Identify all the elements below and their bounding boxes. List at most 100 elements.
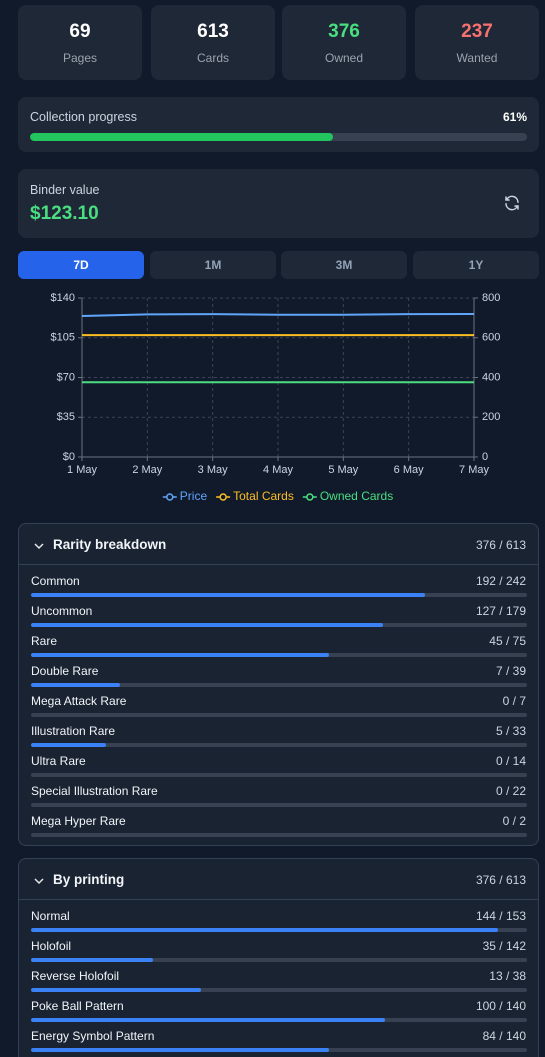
chart: $0 $35 $70 $105 $140 0 200 400 600 800 1 May 2 May 3… bbox=[51, 292, 501, 503]
value-label: Binder value bbox=[30, 183, 100, 197]
stat-value: 237 bbox=[461, 21, 493, 42]
row-track bbox=[31, 623, 527, 627]
x-tick-label: 6 May bbox=[394, 464, 424, 476]
tab[interactable]: 1Y bbox=[413, 251, 539, 279]
y2-tick-label: 0 bbox=[482, 451, 488, 463]
section-header[interactable]: By printing 376 / 613 bbox=[19, 859, 538, 900]
row-track bbox=[31, 803, 527, 807]
y-tick-label: $0 bbox=[63, 451, 75, 463]
row-track bbox=[31, 958, 527, 962]
section-card: By printing 376 / 613 Normal 144 / 153 Holof… bbox=[18, 858, 539, 1057]
progress-percent: 61% bbox=[502, 110, 527, 124]
row-fill bbox=[31, 593, 425, 597]
row-track bbox=[31, 653, 527, 657]
row-count: 127 / 179 bbox=[475, 604, 526, 618]
stat-label: Cards bbox=[196, 51, 229, 65]
row-count: 0 / 7 bbox=[502, 694, 526, 708]
row-fill bbox=[31, 928, 498, 932]
row-label: Uncommon bbox=[31, 604, 93, 618]
x-tick-label: 5 May bbox=[328, 464, 358, 476]
row-label: Mega Attack Rare bbox=[31, 694, 127, 708]
legend-marker bbox=[306, 493, 314, 501]
stat-card: 613 Cards bbox=[151, 5, 275, 80]
row-label: Poke Ball Pattern bbox=[31, 999, 124, 1013]
row-label: Double Rare bbox=[31, 664, 99, 678]
progress-label: Collection progress bbox=[30, 110, 137, 124]
chevron bbox=[33, 874, 45, 886]
x-tick-label: 1 May bbox=[67, 464, 97, 476]
chevron bbox=[33, 539, 45, 551]
row-track bbox=[31, 833, 527, 837]
row-count: 0 / 22 bbox=[495, 784, 526, 798]
stat-card: 376 Owned bbox=[282, 5, 406, 80]
progress-track bbox=[30, 133, 527, 141]
x-tick-label: 3 May bbox=[198, 464, 228, 476]
row-count: 144 / 153 bbox=[475, 909, 526, 923]
section-count: 376 / 613 bbox=[475, 873, 526, 887]
stat-value: 376 bbox=[328, 21, 360, 42]
row-fill bbox=[31, 683, 121, 687]
legend-marker bbox=[166, 493, 174, 501]
x-tick-label: 7 May bbox=[459, 464, 489, 476]
series-line bbox=[81, 313, 475, 317]
stat-label: Pages bbox=[62, 51, 98, 65]
row-track bbox=[31, 1018, 527, 1022]
y-tick-label: $140 bbox=[51, 292, 75, 304]
row-track bbox=[31, 928, 527, 932]
row-track bbox=[31, 773, 527, 777]
row-track bbox=[31, 743, 527, 747]
row-track bbox=[31, 988, 527, 992]
row-fill bbox=[31, 1048, 329, 1052]
chevron-icon bbox=[34, 878, 44, 885]
row-label: Rare bbox=[31, 634, 58, 648]
row-count: 0 / 2 bbox=[502, 814, 526, 828]
row-fill bbox=[31, 623, 383, 627]
legend-label: Owned Cards bbox=[320, 489, 393, 503]
legend-label: Price bbox=[180, 489, 208, 503]
refresh-button[interactable] bbox=[503, 194, 521, 212]
legend: Price Total Cards Owned Cards bbox=[162, 489, 393, 503]
row-count: 84 / 140 bbox=[482, 1029, 526, 1043]
refresh-icon bbox=[505, 195, 519, 211]
y-tick-label: $70 bbox=[57, 371, 75, 383]
tab[interactable]: 1M bbox=[150, 251, 276, 279]
chevron-icon bbox=[34, 543, 44, 550]
row-count: 13 / 38 bbox=[489, 969, 526, 983]
stat-label: Owned bbox=[324, 51, 364, 65]
row-label: Mega Hyper Rare bbox=[31, 814, 126, 828]
row-count: 100 / 140 bbox=[475, 999, 526, 1013]
row-count: 0 / 14 bbox=[495, 754, 526, 768]
section-header[interactable]: Rarity breakdown 376 / 613 bbox=[19, 524, 538, 565]
row-count: 45 / 75 bbox=[489, 634, 526, 648]
section-card: Rarity breakdown 376 / 613 Common 192 / 242… bbox=[18, 523, 539, 846]
legend-label: Total Cards bbox=[233, 489, 294, 503]
section-title: By printing bbox=[53, 872, 125, 887]
progress-card: Collection progress 61% bbox=[18, 97, 539, 152]
row-count: 7 / 39 bbox=[495, 664, 526, 678]
y2-tick-label: 600 bbox=[482, 332, 500, 344]
row-label: Reverse Holofoil bbox=[31, 969, 120, 983]
y-tick-label: $105 bbox=[51, 332, 75, 344]
row-track bbox=[31, 713, 527, 717]
stat-value: 613 bbox=[197, 21, 229, 42]
row-count: 35 / 142 bbox=[482, 939, 526, 953]
row-fill bbox=[31, 1018, 386, 1022]
value-card: Binder value $123.10 bbox=[18, 169, 539, 238]
row-fill bbox=[31, 958, 154, 962]
row-count: 192 / 242 bbox=[475, 574, 526, 588]
row-label: Energy Symbol Pattern bbox=[31, 1029, 155, 1043]
row-fill bbox=[31, 653, 329, 657]
row-label: Normal bbox=[31, 909, 70, 923]
row-count: 5 / 33 bbox=[495, 724, 526, 738]
y2-tick-label: 400 bbox=[482, 371, 500, 383]
stat-value: 69 bbox=[69, 21, 91, 42]
y-tick-label: $35 bbox=[57, 411, 75, 423]
tab[interactable]: 3M bbox=[281, 251, 407, 279]
tab-active[interactable]: 7D bbox=[18, 251, 144, 279]
stat-label: Wanted bbox=[456, 51, 498, 65]
value-amount: $123.10 bbox=[30, 203, 99, 224]
row-fill bbox=[31, 988, 201, 992]
